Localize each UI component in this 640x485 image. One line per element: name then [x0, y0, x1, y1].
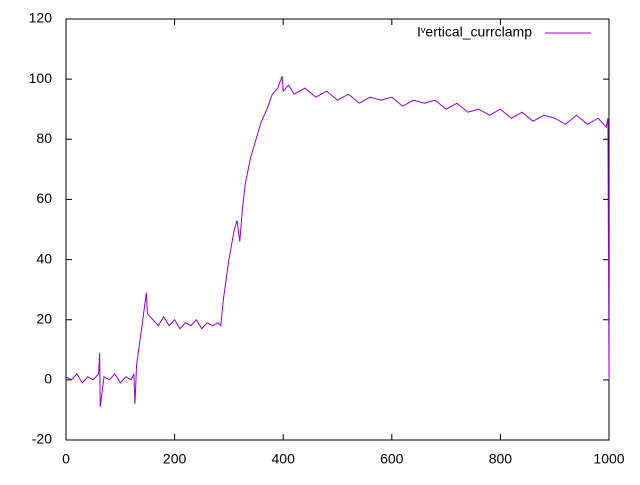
x-tick-label: 200: [163, 451, 187, 467]
x-tick-label: 1000: [593, 451, 624, 467]
data-line: [65, 75, 610, 407]
x-tick-label: 0: [62, 451, 70, 467]
y-tick-label: 0: [44, 371, 52, 387]
legend-label: Iᵛertical_currclamp: [417, 24, 532, 40]
x-tick-label: 800: [489, 451, 513, 467]
y-tick-label: 40: [36, 250, 52, 266]
y-tick-label: 80: [36, 130, 52, 146]
y-tick-label: 60: [36, 190, 52, 206]
x-tick-label: 400: [272, 451, 296, 467]
x-tick-label: 600: [380, 451, 404, 467]
y-tick-label: 120: [29, 10, 53, 26]
y-tick-label: 100: [29, 70, 53, 86]
y-tick-label: 20: [36, 310, 52, 326]
plot-border: [65, 18, 610, 441]
y-tick-label: -20: [32, 431, 52, 447]
